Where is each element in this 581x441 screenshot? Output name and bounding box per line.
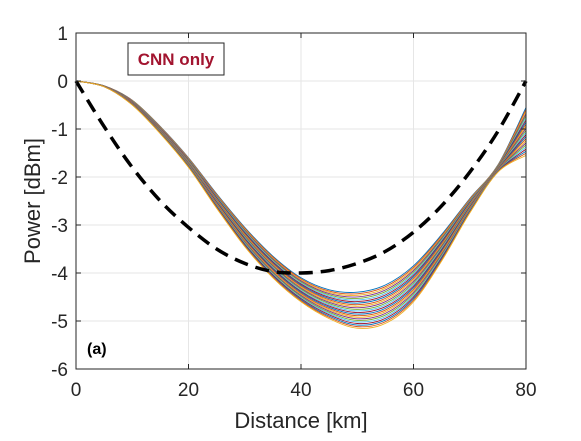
y-tick-label: -5 bbox=[51, 312, 68, 333]
legend-label: CNN only bbox=[138, 50, 215, 69]
legend-box: CNN only bbox=[127, 42, 225, 76]
y-axis-title: Power [dBm] bbox=[20, 138, 45, 264]
x-tick-label: 0 bbox=[71, 380, 82, 401]
x-tick-label: 80 bbox=[515, 380, 536, 401]
band-series-line bbox=[75, 80, 527, 329]
y-tick-label: -4 bbox=[51, 264, 68, 285]
y-tick-label: 1 bbox=[57, 24, 68, 45]
x-tick-label: 60 bbox=[403, 380, 424, 401]
x-axis-title: Distance [km] bbox=[234, 408, 367, 433]
dashed-series-line bbox=[74, 80, 528, 275]
simulated-power-band bbox=[75, 80, 527, 329]
y-tick-label: -1 bbox=[51, 120, 68, 141]
x-tick-label: 20 bbox=[178, 380, 199, 401]
y-tick-label: -2 bbox=[51, 168, 68, 189]
y-tick-label: -6 bbox=[51, 360, 68, 381]
panel-label: (a) bbox=[87, 341, 107, 358]
reference-dashed-series bbox=[74, 80, 528, 275]
x-tick-label: 40 bbox=[290, 380, 311, 401]
axis-ticks: 0 20 40 60 80 -6 -5 -4 -3 -2 -1 0 1 bbox=[51, 24, 536, 401]
y-tick-label: 0 bbox=[57, 72, 68, 93]
legend-frame bbox=[127, 42, 225, 76]
y-tick-label: -3 bbox=[51, 216, 68, 237]
grid bbox=[75, 32, 527, 370]
